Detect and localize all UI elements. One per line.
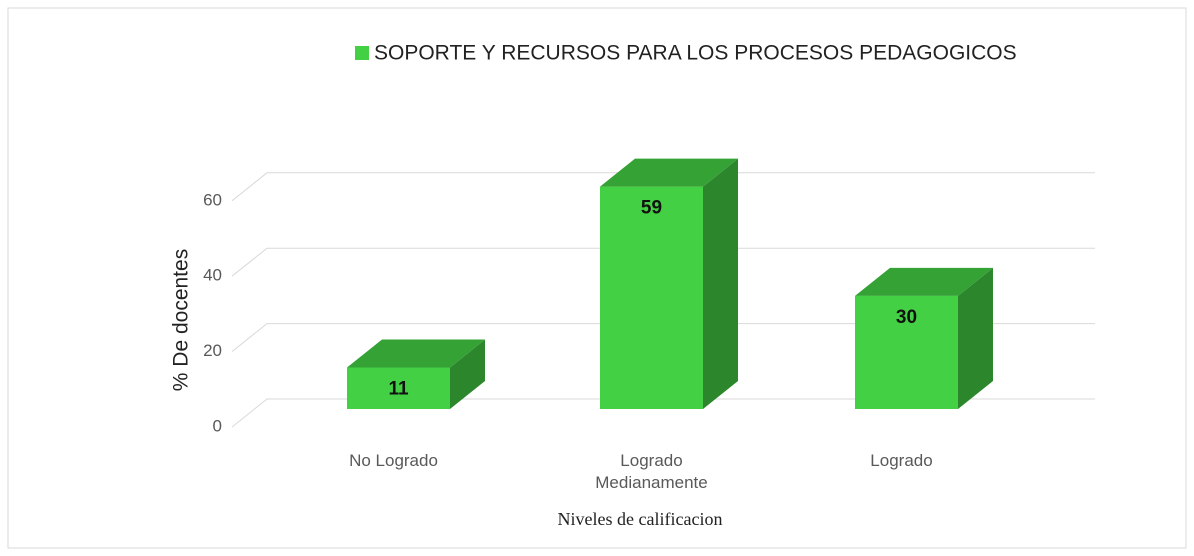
bar-face <box>958 267 993 409</box>
bar <box>600 158 738 409</box>
y-tick-label: 20 <box>203 341 222 360</box>
bar-face <box>703 158 738 409</box>
y-tick-label: 0 <box>213 416 222 435</box>
bar-face <box>855 267 993 296</box>
grid-line <box>231 172 1095 202</box>
legend-label: SOPORTE Y RECURSOS PARA LOS PROCESOS PED… <box>374 42 1017 65</box>
y-axis-label: % De docentes <box>170 249 193 391</box>
x-tick-label: No Logrado <box>349 451 438 470</box>
legend-swatch <box>355 46 369 60</box>
grid-line <box>231 398 1095 428</box>
bar-face <box>450 339 485 409</box>
bar-face <box>347 339 485 368</box>
bar-face <box>855 295 958 409</box>
x-tick-label: Logrado Medianamente <box>595 451 708 492</box>
grid-line <box>231 247 1095 277</box>
data-label: 59 <box>641 198 662 219</box>
bar <box>855 267 993 409</box>
bar <box>347 339 485 409</box>
chart-border <box>7 7 1187 549</box>
bar-face <box>600 186 703 409</box>
grid-line <box>231 323 1095 352</box>
data-label: 30 <box>896 307 917 328</box>
x-axis-label: Niveles de calificacion <box>558 509 723 529</box>
bar-face <box>600 158 738 187</box>
x-tick-label: Logrado <box>870 451 933 470</box>
y-tick-label: 60 <box>203 190 222 209</box>
y-tick-label: 40 <box>203 266 222 285</box>
data-label: 11 <box>388 379 409 400</box>
bar-face <box>347 367 450 409</box>
